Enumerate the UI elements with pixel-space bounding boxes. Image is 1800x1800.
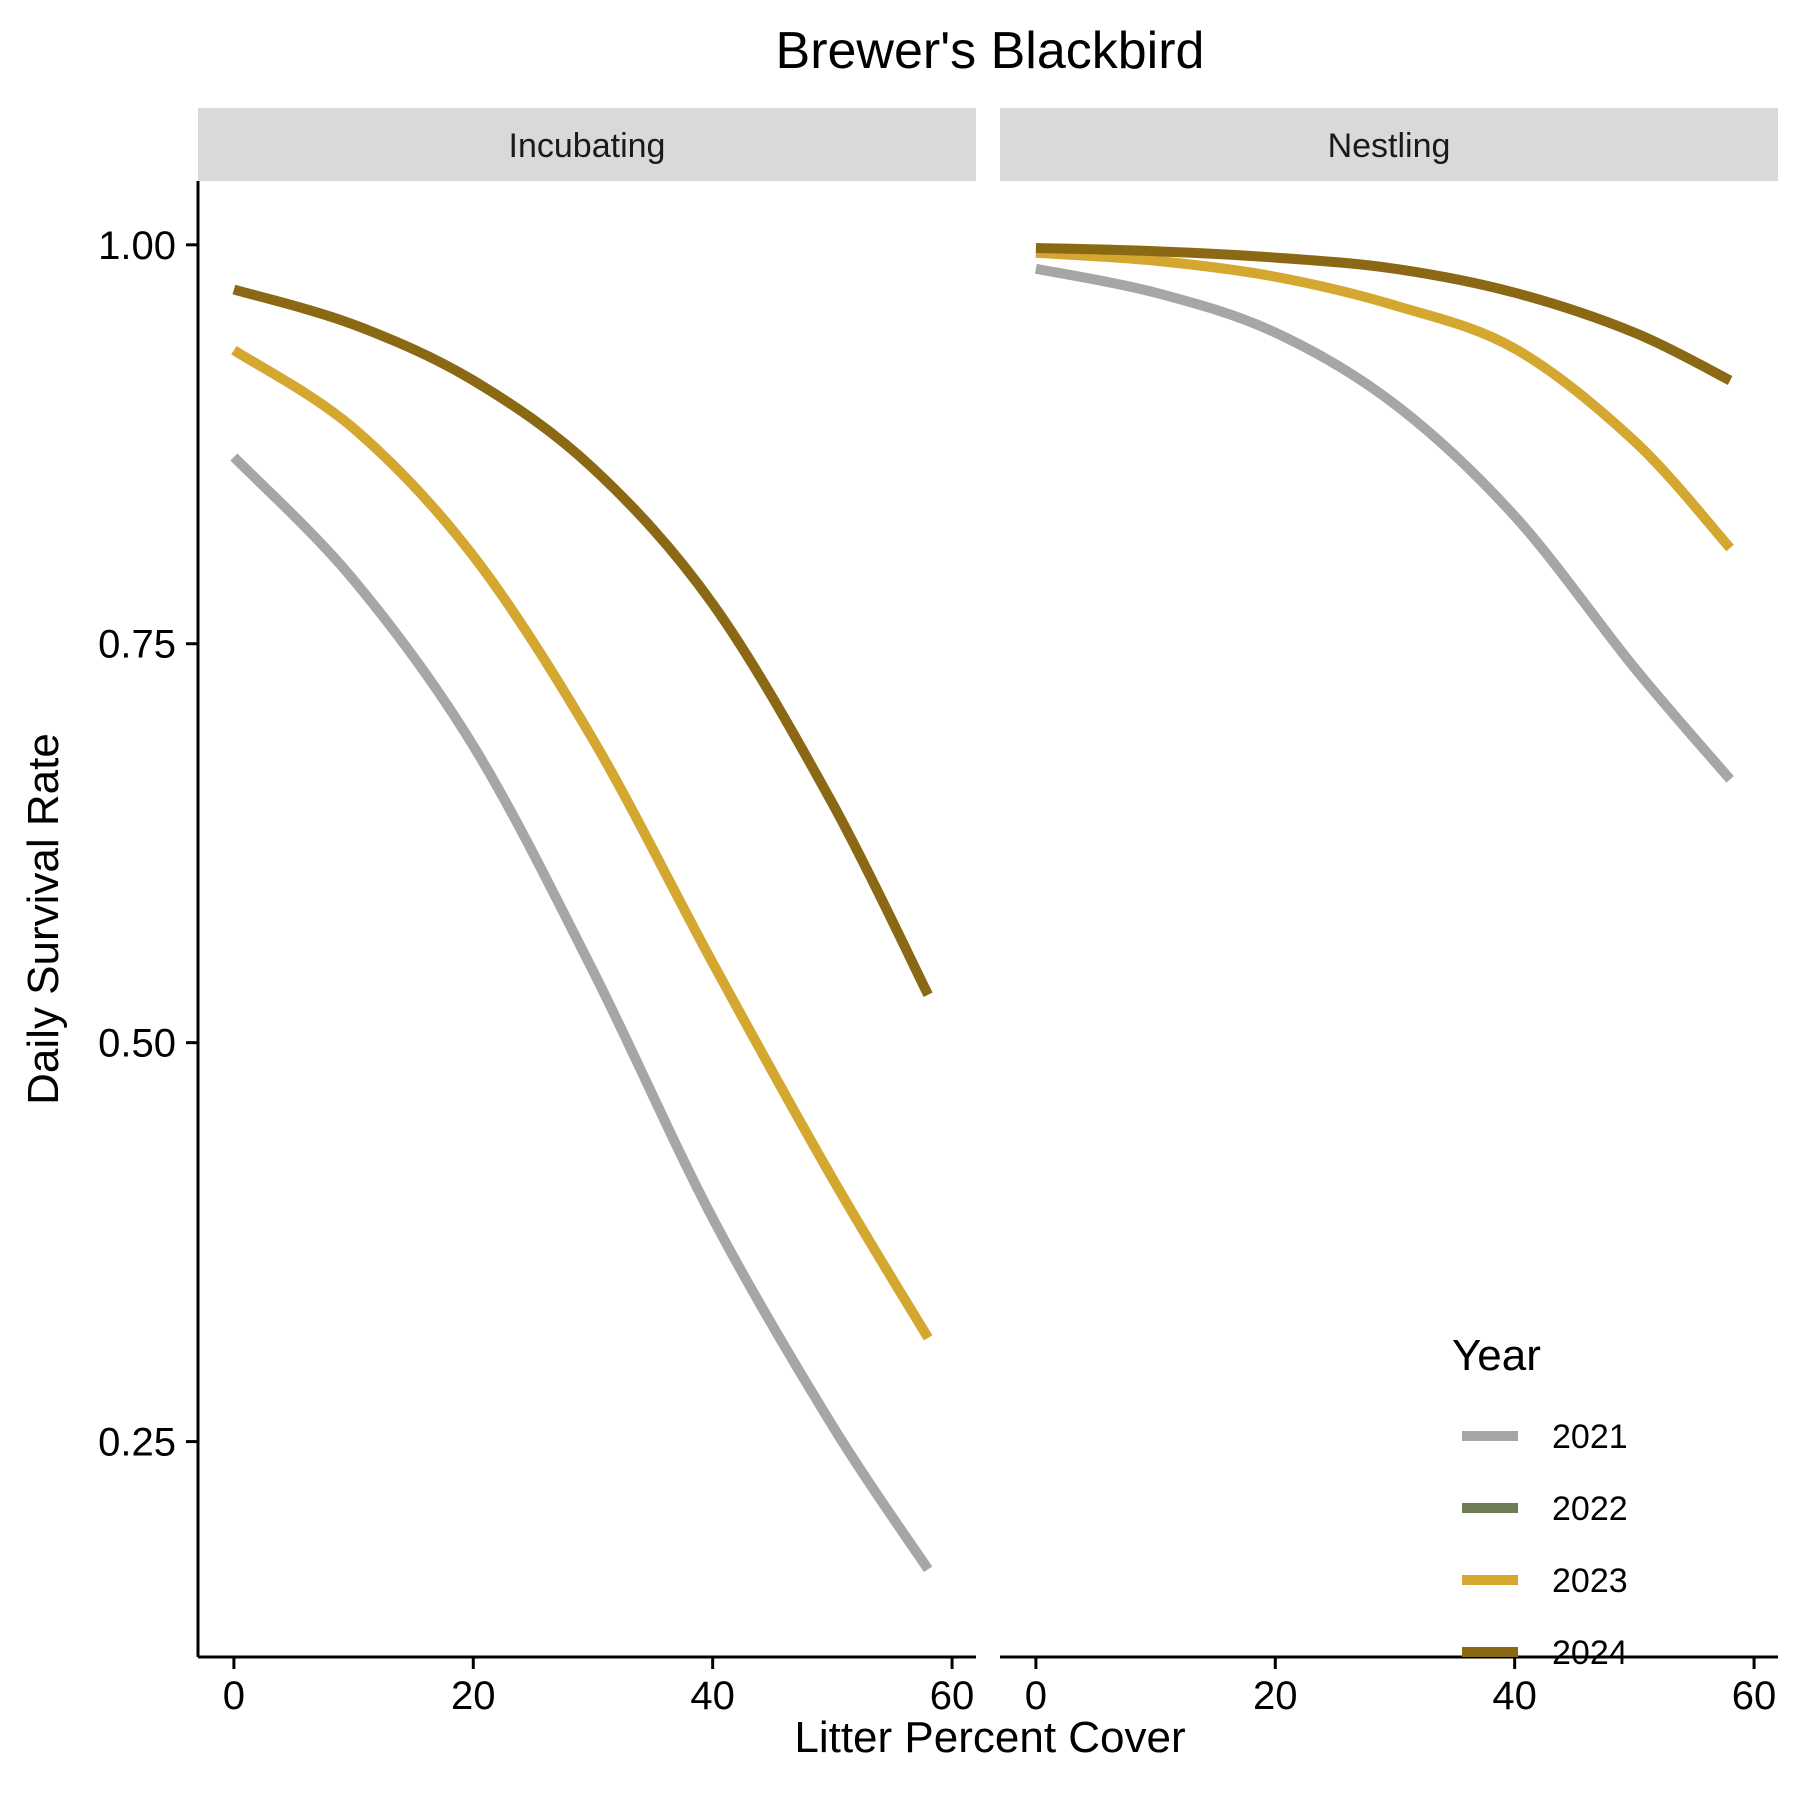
y-tick-label-0.25: 0.25 [98,1421,176,1465]
series-line-incubating-2023 [231,345,933,1341]
x-tick-label-nestling-20: 20 [1253,1674,1298,1718]
x-axis-title: Litter Percent Cover [794,1713,1185,1762]
strip-label-nestling: Nestling [1328,127,1451,165]
strip-label-incubating: Incubating [509,127,666,165]
legend-label-2023: 2023 [1552,1562,1628,1600]
x-tick-label-nestling-0: 0 [1025,1674,1047,1718]
series-line-nestling-2021 [1034,263,1734,783]
strip-nestling [1000,108,1778,181]
series-line-incubating-2024 [232,284,933,998]
panel-incubating: Incubating 0 20 40 60 [198,108,976,1718]
y-axis-title: Daily Survival Rate [19,733,68,1105]
strip-incubating [198,108,976,181]
panel-nestling: Nestling 0 20 40 60 [1000,108,1778,1718]
series-line-incubating-2021 [230,453,933,1573]
legend-label-2022: 2022 [1552,1490,1628,1528]
x-tick-label-incubating-20: 20 [451,1674,496,1718]
y-axis: 0.25 0.50 0.75 1.00 [98,181,200,1657]
x-tick-label-incubating-40: 40 [690,1674,735,1718]
y-tick-label-0.50: 0.50 [98,1022,176,1066]
x-tick-label-nestling-40: 40 [1492,1674,1537,1718]
legend: Year 2021 2022 2023 2024 [1452,1331,1628,1672]
plot-area-incubating: 0 20 40 60 [198,284,976,1718]
series-line-nestling-2024 [1035,243,1733,385]
y-tick-label-0.75: 0.75 [98,623,176,667]
x-tick-label-incubating-60: 60 [930,1674,975,1718]
series-line-nestling-2023 [1035,247,1734,552]
chart-title: Brewer's Blackbird [776,22,1205,80]
x-tick-label-nestling-60: 60 [1732,1674,1777,1718]
legend-label-2024: 2024 [1552,1634,1628,1672]
legend-title: Year [1452,1331,1541,1380]
legend-label-2021: 2021 [1552,1418,1628,1456]
plot-area-nestling: 0 20 40 60 [1000,243,1778,1718]
x-tick-label-incubating-0: 0 [223,1674,245,1718]
y-tick-label-1.00: 1.00 [98,224,176,268]
